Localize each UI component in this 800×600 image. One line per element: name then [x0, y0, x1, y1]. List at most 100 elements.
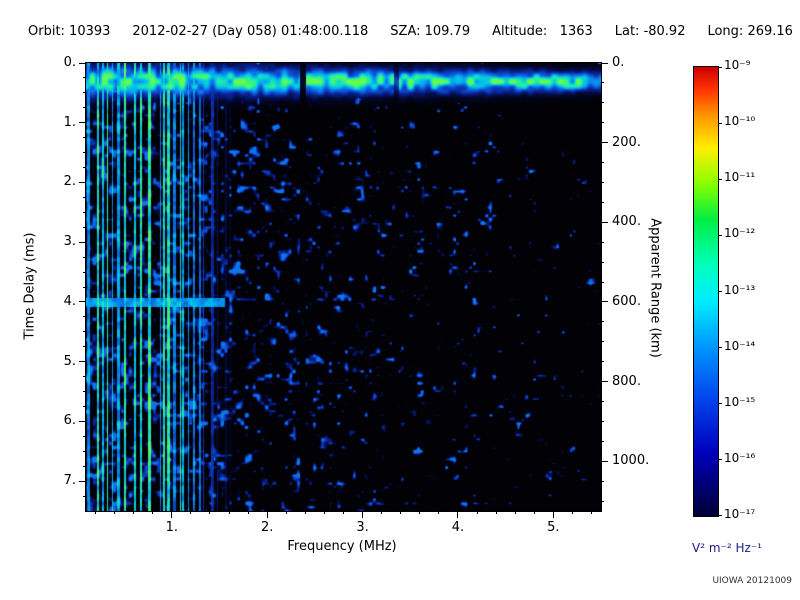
- y-axis-right-major-tick: [601, 460, 608, 462]
- x-axis-tick-label: 5.: [547, 520, 560, 535]
- colorbar-tick: [718, 178, 722, 180]
- colorbar-tick-label: 10⁻¹⁰: [724, 114, 756, 129]
- y-axis-left-minor-tick: [83, 196, 86, 198]
- x-axis-minor-tick: [495, 511, 497, 514]
- credit-text: UIOWA 20121009: [712, 576, 792, 586]
- x-axis-minor-tick: [95, 511, 97, 514]
- y-axis-right-major-tick: [601, 381, 608, 383]
- y-axis-left-major-tick: [79, 122, 86, 124]
- y-axis-left-major-tick: [79, 62, 86, 64]
- colorbar-tick-label: 10⁻¹¹: [724, 170, 756, 185]
- y-axis-left-tick-label: 1.: [63, 114, 76, 130]
- y-axis-left-minor-tick: [83, 435, 86, 437]
- y-axis-left-major-tick: [79, 241, 86, 243]
- y-axis-left-minor-tick: [83, 226, 86, 228]
- y-axis-left-minor-tick: [83, 391, 86, 393]
- x-axis-minor-tick: [285, 511, 287, 514]
- x-axis-minor-tick: [419, 511, 421, 514]
- y-axis-left-minor-tick: [83, 495, 86, 497]
- y-axis-left-minor-tick: [83, 405, 86, 407]
- y-axis-left-minor-tick: [83, 271, 86, 273]
- y-axis-left-minor-tick: [83, 211, 86, 213]
- y-axis-left-minor-tick: [83, 92, 86, 94]
- x-axis-major-tick: [457, 511, 459, 518]
- x-axis-minor-tick: [190, 511, 192, 514]
- y-axis-left-minor-tick: [83, 286, 86, 288]
- y-axis-left-minor-tick: [83, 465, 86, 467]
- colorbar-tick-label: 10⁻¹⁴: [724, 338, 756, 353]
- y-axis-left-tick-label: 6.: [63, 413, 76, 429]
- colorbar-tick-label: 10⁻¹⁵: [724, 394, 756, 409]
- y-axis-left-tick-label: 5.: [63, 353, 76, 369]
- y-axis-left-major-tick: [79, 181, 86, 183]
- x-axis-minor-tick: [514, 511, 516, 514]
- y-axis-right-major-tick: [601, 142, 608, 144]
- y-axis-left-tick-label: 4.: [63, 293, 76, 309]
- y-axis-right-minor-tick: [601, 201, 604, 203]
- y-axis-right-minor-tick: [601, 480, 604, 482]
- y-axis-right-minor-tick: [601, 361, 604, 363]
- y-axis-right-minor-tick: [601, 261, 604, 263]
- header-info-bar: Orbit: 10393 2012-02-27 (Day 058) 01:48:…: [28, 24, 793, 39]
- longitude-value: Long: 269.16: [707, 24, 793, 39]
- x-axis-tick-label: 1.: [165, 520, 179, 535]
- orbit-value: Orbit: 10393: [28, 24, 111, 39]
- spectrogram-plot-area: 1. 2. 3. 4. 5. 0. 1. 2. 3. 4. 5. 6. 7. 0. 200. 400. 600.…: [64, 55, 650, 535]
- y-axis-right-tick-label: 0.: [612, 55, 625, 70]
- y-axis-right-minor-tick: [601, 500, 604, 502]
- y-axis-right-minor-tick: [601, 281, 604, 283]
- y-axis-left-major-tick: [79, 361, 86, 363]
- x-axis-minor-tick: [209, 511, 211, 514]
- y-axis-right-tick-label: 400.: [612, 214, 641, 230]
- y-axis-right-major-tick: [601, 301, 608, 303]
- x-axis-minor-tick: [381, 511, 383, 514]
- colorbar-tick-label: 10⁻¹²: [724, 226, 756, 241]
- x-axis-minor-tick: [247, 511, 249, 514]
- colorbar: [693, 66, 722, 517]
- y-axis-left-minor-tick: [83, 376, 86, 378]
- y-axis-right-minor-tick: [601, 162, 604, 164]
- y-axis-right-tick-label: 600.: [612, 293, 641, 309]
- y-axis-right-minor-tick: [601, 341, 604, 343]
- x-axis-minor-tick: [343, 511, 344, 514]
- x-axis-minor-tick: [476, 511, 478, 514]
- x-axis-major-tick: [171, 511, 173, 518]
- y-axis-right-tick-label: 1000.: [612, 453, 650, 469]
- y-axis-left-major-tick: [79, 480, 86, 482]
- x-axis-minor-tick: [323, 511, 325, 514]
- y-axis-right-minor-tick: [601, 420, 604, 422]
- x-axis-minor-tick: [438, 511, 440, 514]
- spectrogram-canvas: [86, 63, 601, 511]
- y-axis-right-minor-tick: [601, 440, 604, 442]
- y-axis-left-tick-label: 0.: [63, 55, 76, 70]
- y-axis-left-major-tick: [79, 420, 86, 422]
- x-axis-label: Frequency (MHz): [287, 539, 397, 554]
- x-axis-minor-tick: [400, 511, 402, 514]
- y-axis-left-tick-label: 2.: [63, 174, 76, 190]
- colorbar-tick: [718, 515, 722, 516]
- y-axis-right-minor-tick: [601, 122, 604, 124]
- colorbar-tick: [718, 67, 722, 68]
- y-axis-left-label: Time Delay (ms): [22, 232, 38, 340]
- y-axis-right-minor-tick: [601, 321, 604, 323]
- colorbar-tick: [718, 122, 722, 124]
- y-axis-left-minor-tick: [83, 256, 86, 258]
- datetime-value: 2012-02-27 (Day 058) 01:48:00.118: [132, 24, 369, 39]
- latitude-value: Lat: -80.92: [614, 24, 686, 39]
- y-axis-right-minor-tick: [601, 181, 604, 183]
- y-axis-right-tick-label: 800.: [612, 373, 641, 389]
- colorbar-tick-label: 10⁻⁹: [724, 58, 751, 72]
- x-axis-minor-tick: [590, 511, 592, 514]
- altitude-value: Altitude: 1363: [492, 24, 593, 39]
- y-axis-left-minor-tick: [83, 152, 86, 154]
- x-axis-minor-tick: [533, 511, 535, 514]
- colorbar-tick-label: 10⁻¹⁷: [724, 507, 756, 521]
- y-axis-right-label: Apparent Range (km): [647, 218, 663, 358]
- y-axis-left-minor-tick: [83, 137, 86, 139]
- y-axis-left-major-tick: [79, 301, 86, 303]
- x-axis-minor-tick: [228, 511, 230, 514]
- y-axis-left-minor-tick: [83, 167, 86, 169]
- colorbar-tick-label: 10⁻¹³: [724, 282, 756, 297]
- x-axis-minor-tick: [133, 511, 135, 514]
